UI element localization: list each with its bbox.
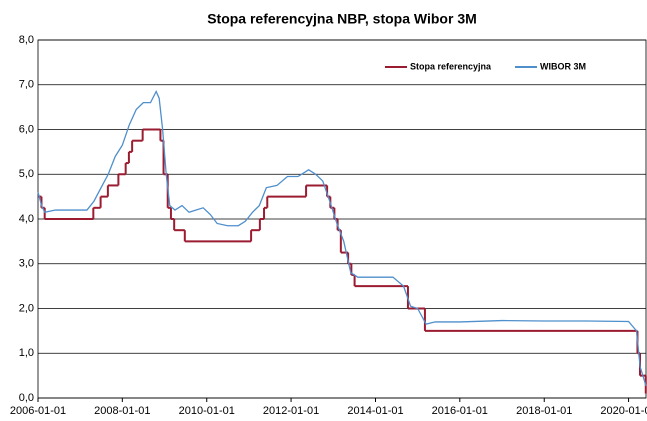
- x-tick-label: 2008-01-01: [94, 405, 150, 417]
- y-tick-label: 5,0: [19, 168, 34, 180]
- y-tick-label: 2,0: [19, 302, 34, 314]
- y-tick-label: 4,0: [19, 213, 34, 225]
- x-tick-label: 2016-01-01: [432, 405, 488, 417]
- chart-title: Stopa referencyjna NBP, stopa Wibor 3M: [207, 11, 477, 27]
- x-tick-label: 2010-01-01: [179, 405, 235, 417]
- series-line: [37, 89, 647, 387]
- x-tick-label: 2020-01-01: [600, 405, 647, 417]
- y-tick-label: 7,0: [19, 79, 34, 91]
- legend-label: Stopa referencyjna: [410, 61, 492, 71]
- y-tick-label: 1,0: [19, 347, 34, 359]
- x-tick-label: 2014-01-01: [347, 405, 403, 417]
- x-tick-label: 2018-01-01: [516, 405, 572, 417]
- y-tick-label: 6,0: [19, 123, 34, 135]
- y-tick-label: 0,0: [19, 392, 34, 404]
- y-tick-label: 3,0: [19, 258, 34, 270]
- x-tick-label: 2006-01-01: [10, 405, 66, 417]
- plot-frame: [37, 39, 647, 399]
- y-tick-label: 8,0: [19, 34, 34, 46]
- legend-label: WIBOR 3M: [540, 61, 586, 71]
- x-tick-label: 2012-01-01: [263, 405, 319, 417]
